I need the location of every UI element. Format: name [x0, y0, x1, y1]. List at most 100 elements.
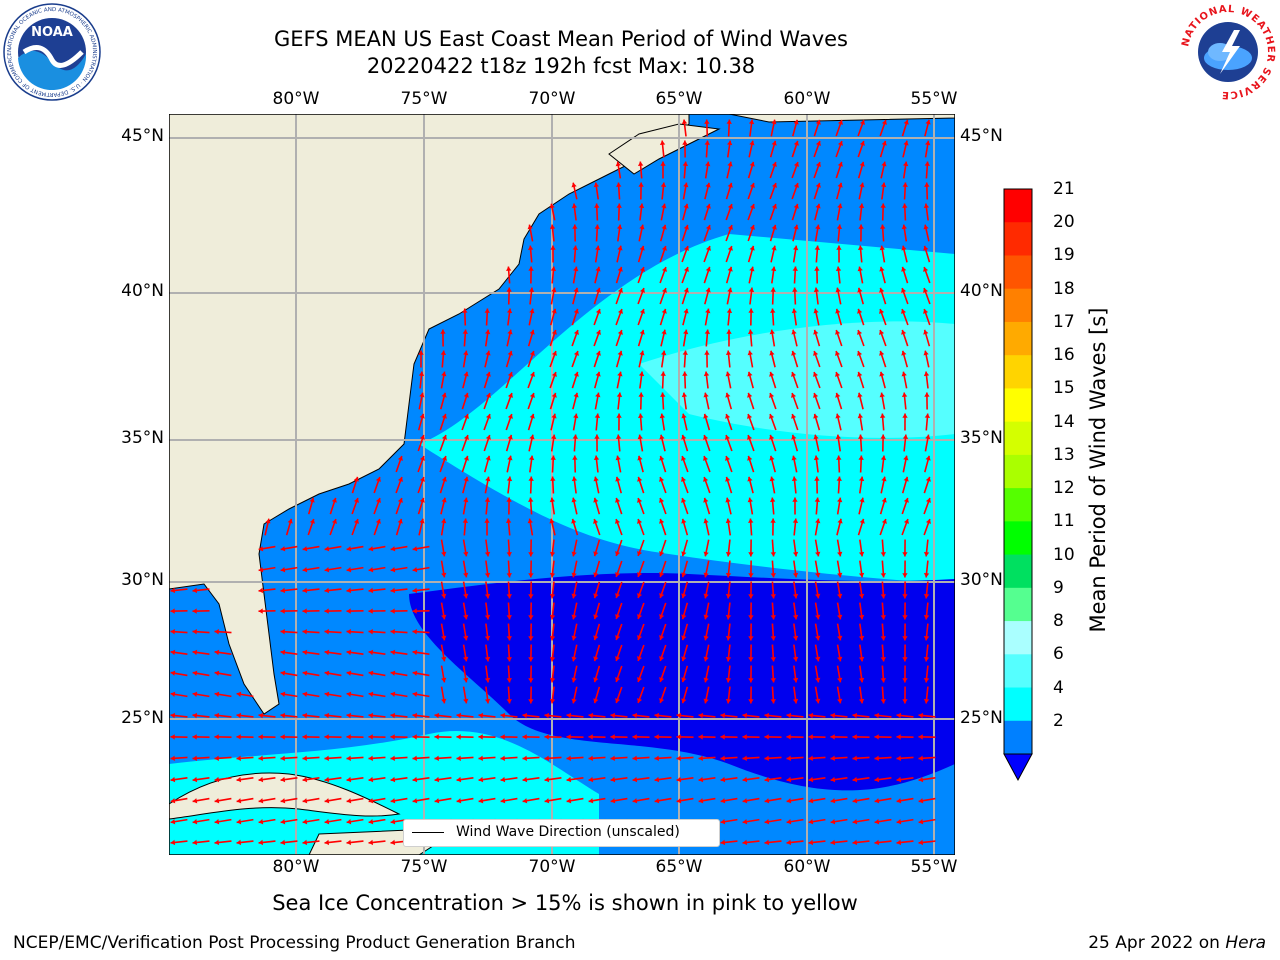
arrow-head-805: [368, 776, 374, 783]
arrow-head-782: [632, 755, 637, 761]
arrow-head-69: [815, 203, 821, 209]
arrow-head-726: [170, 734, 175, 740]
arrow-head-46: [705, 182, 711, 188]
arrow-head-440: [484, 551, 491, 557]
arrow-head-731: [280, 734, 285, 740]
arrow-head-509: [593, 593, 599, 599]
arrow-head-206: [595, 350, 601, 356]
arrow-head-228: [551, 371, 557, 377]
arrow-head-798: [214, 776, 220, 783]
arrow-head-739: [456, 734, 461, 740]
arrow-head-264: [813, 392, 819, 398]
land-cuba: [169, 772, 401, 820]
arrow-head-499: [368, 587, 374, 594]
arrow-head-379: [506, 497, 512, 502]
arrow-head-235: [703, 371, 710, 377]
arrow-head-441: [506, 552, 512, 557]
arrow-head-593: [214, 649, 220, 656]
arrow-head-613: [703, 656, 709, 662]
arrow-head-287: [791, 413, 797, 419]
arrow-head-596: [324, 649, 330, 656]
arrow-head-838: [324, 798, 330, 804]
arrow-head-389: [725, 497, 731, 503]
arrow-head-635: [463, 677, 469, 683]
arrow-head-521: [858, 593, 865, 599]
arrow-head-689: [902, 699, 908, 704]
arrow-head-836: [280, 798, 286, 804]
arrow-head-841: [390, 798, 396, 804]
arrow-head-730: [258, 734, 263, 740]
arrow-head-458: [880, 552, 886, 557]
arrow-head-573: [549, 635, 556, 641]
arrow-head-524: [923, 593, 930, 599]
arrow-head-566: [390, 629, 395, 635]
arrow-head-353: [571, 476, 578, 482]
arrow-head-349: [485, 476, 491, 482]
arrow-head-603: [484, 656, 491, 662]
arrow-head-552: [815, 614, 821, 620]
arrow-head-616: [770, 657, 776, 662]
arrow-head-378: [484, 497, 491, 503]
footer-date-text: 25 Apr 2022 on: [1088, 933, 1226, 953]
arrow-head-872: [302, 819, 308, 825]
arrow-head-227: [529, 372, 535, 377]
arrow-head-221: [923, 350, 929, 356]
arrow-head-430: [258, 546, 264, 552]
arrow-head-191: [791, 329, 797, 335]
arrow-head-629: [324, 670, 330, 676]
arrow-head-305: [659, 434, 665, 440]
arrow-head-492: [170, 587, 176, 594]
arrow-head-650: [792, 677, 799, 683]
arrow-head-722: [852, 712, 858, 719]
arrow-head-502: [441, 593, 447, 599]
arrow-head-10: [903, 119, 909, 125]
arrow-head-827: [852, 776, 858, 783]
arrow-head-278: [594, 413, 601, 418]
arrow-head-833: [214, 798, 220, 804]
lon-label-bottom-75w: 75°W: [400, 857, 448, 877]
arrow-head-647: [725, 677, 732, 683]
arrow-head-824: [786, 776, 792, 783]
arrow-head-516: [748, 594, 754, 599]
colorbar-segment-6: [1004, 388, 1032, 423]
arrow-head-584: [792, 635, 799, 641]
arrow-head-908: [324, 839, 330, 846]
arrow-head-298: [507, 434, 513, 440]
arrow-head-270: [419, 413, 425, 419]
arrow-head-570: [484, 635, 491, 641]
arrow-head-193: [835, 329, 841, 335]
arrow-head-91: [880, 224, 886, 229]
arrow-head-283: [703, 413, 709, 419]
lon-label-top-65w: 65°W: [655, 89, 703, 109]
arrow-head-218: [857, 350, 863, 356]
arrow-head-186: [683, 329, 689, 335]
arrow-head-864: [896, 798, 902, 804]
arrow-head-94: [527, 245, 534, 250]
arrow-head-835: [258, 798, 264, 804]
arrow-head-679: [681, 698, 687, 704]
arrow-head-249: [485, 392, 491, 398]
arrow-head-253: [573, 392, 579, 398]
arrow-head-337: [813, 455, 820, 461]
arrow-head-332: [703, 456, 709, 461]
arrow-head-43: [638, 182, 644, 187]
arrow-head-251: [529, 392, 535, 398]
arrow-head-486: [815, 572, 821, 578]
arrow-head-357: [659, 476, 665, 482]
arrow-head-822: [742, 776, 748, 783]
colorbar-tick-13: 13: [1053, 444, 1075, 465]
arrow-head-432: [302, 546, 308, 552]
arrow-head-252: [551, 392, 557, 398]
arrow-head-76: [549, 224, 556, 230]
arrow-head-269: [924, 392, 930, 397]
arrow-head-818: [654, 776, 660, 783]
arrow-head-168: [791, 308, 798, 314]
arrow-head-291: [879, 413, 886, 418]
arrow-head-89: [836, 224, 843, 229]
arrow-head-262: [769, 392, 775, 398]
arrow-head-420: [725, 518, 732, 524]
colorbar-tick-2: 2: [1053, 710, 1064, 731]
arrow-head-541: [571, 614, 577, 620]
arrow-head-684: [792, 698, 799, 704]
arrow-head-775: [478, 755, 483, 761]
